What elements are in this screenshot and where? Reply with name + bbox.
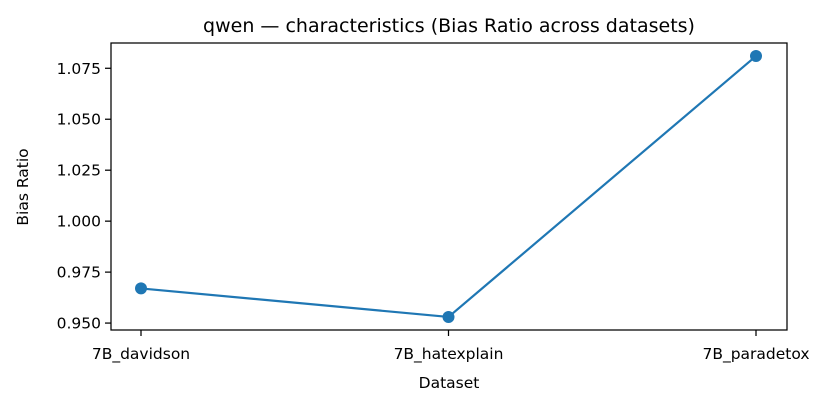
y-axis-title: Bias Ratio xyxy=(14,148,32,225)
x-tick-label: 7B_davidson xyxy=(92,345,190,364)
data-point xyxy=(442,310,455,323)
y-axis: 0.950 0.975 1.000 1.025 1.050 1.075 xyxy=(57,60,111,333)
y-tick-label: 1.000 xyxy=(57,213,101,231)
x-tick-label: 7B_hatexplain xyxy=(394,345,504,364)
data-point xyxy=(750,50,762,63)
y-tick-label: 1.050 xyxy=(57,111,101,129)
axes-frame xyxy=(110,42,788,331)
x-axis-title: Dataset xyxy=(419,374,480,392)
y-tick-label: 1.075 xyxy=(57,60,101,78)
x-tick-label: 7B_paradetox xyxy=(702,345,809,364)
x-axis: 7B_davidson 7B_hatexplain 7B_paradetox xyxy=(92,330,810,364)
chart-title: qwen — characteristics (Bias Ratio acros… xyxy=(203,15,695,37)
y-tick-label: 0.975 xyxy=(57,264,101,282)
plot-area: 0.950 0.975 1.000 1.025 1.050 1.075 7B_davids… xyxy=(57,42,810,364)
data-point xyxy=(135,282,147,295)
series-layer xyxy=(135,50,762,323)
series-line xyxy=(140,55,757,319)
y-tick-label: 1.025 xyxy=(57,162,101,180)
y-tick-label: 0.950 xyxy=(57,315,101,333)
